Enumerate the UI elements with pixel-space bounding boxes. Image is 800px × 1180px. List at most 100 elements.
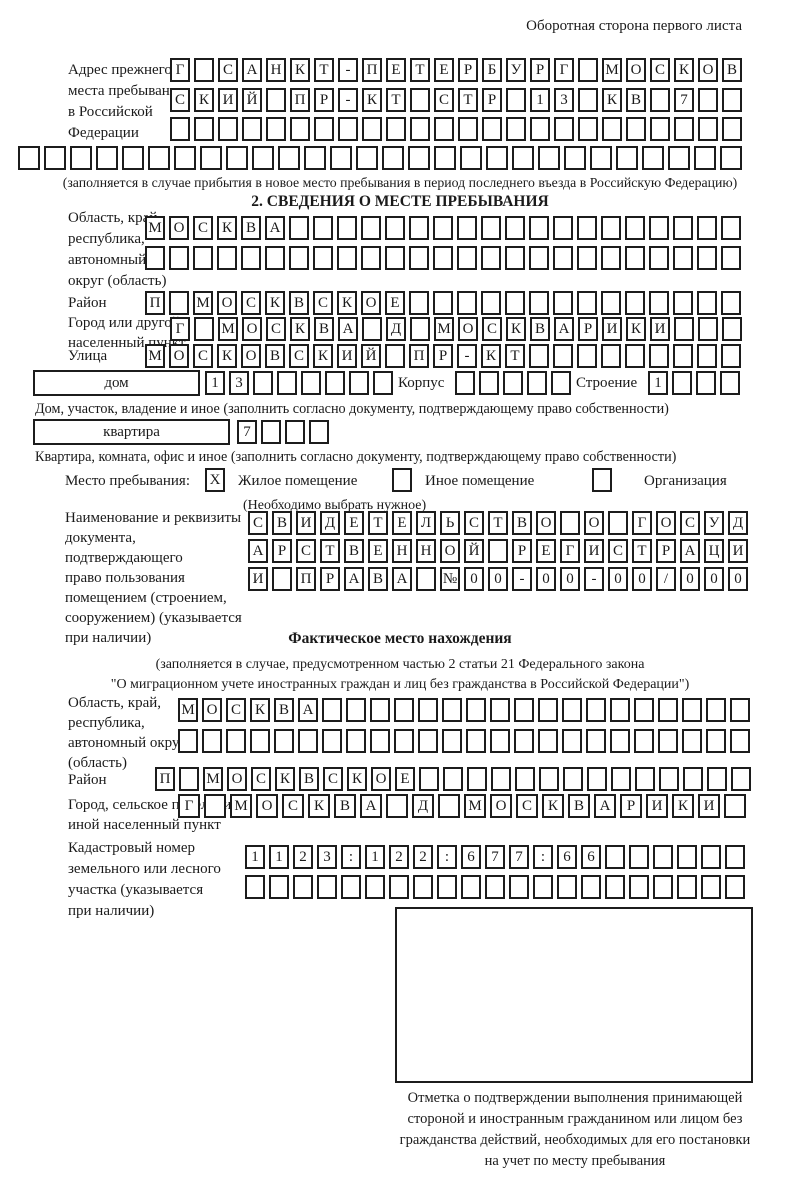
char-cell[interactable] xyxy=(505,291,525,315)
char-cell[interactable]: О xyxy=(490,794,512,818)
char-cell[interactable]: К xyxy=(362,88,382,112)
char-cell[interactable] xyxy=(277,371,297,395)
char-cell[interactable] xyxy=(672,371,692,395)
char-cell[interactable] xyxy=(365,875,385,899)
char-cell[interactable] xyxy=(721,246,741,270)
char-cell[interactable]: В xyxy=(344,539,364,563)
char-cell[interactable]: К xyxy=(194,88,214,112)
char-cell[interactable] xyxy=(557,875,577,899)
char-cell[interactable] xyxy=(682,698,702,722)
char-cell[interactable] xyxy=(509,875,529,899)
char-cell[interactable] xyxy=(304,146,326,170)
char-cell[interactable] xyxy=(169,246,189,270)
char-cell[interactable] xyxy=(563,767,583,791)
char-cell[interactable]: К xyxy=(290,58,310,82)
char-cell[interactable] xyxy=(634,729,654,753)
char-cell[interactable] xyxy=(730,729,750,753)
char-cell[interactable] xyxy=(697,216,717,240)
char-cell[interactable] xyxy=(437,875,457,899)
char-cell[interactable] xyxy=(204,794,226,818)
char-cell[interactable] xyxy=(200,146,222,170)
char-cell[interactable] xyxy=(416,567,436,591)
char-cell[interactable]: М xyxy=(434,317,454,341)
char-cell[interactable] xyxy=(601,216,621,240)
char-cell[interactable] xyxy=(457,291,477,315)
char-cell[interactable]: Г xyxy=(170,58,190,82)
char-cell[interactable] xyxy=(289,216,309,240)
char-cell[interactable]: Р xyxy=(320,567,340,591)
char-cell[interactable]: Т xyxy=(314,58,334,82)
char-cell[interactable] xyxy=(564,146,586,170)
char-cell[interactable] xyxy=(514,729,534,753)
char-cell[interactable] xyxy=(674,117,694,141)
char-cell[interactable]: К xyxy=(481,344,501,368)
char-cell[interactable] xyxy=(731,767,751,791)
char-cell[interactable] xyxy=(698,117,718,141)
char-cell[interactable]: Й xyxy=(242,88,262,112)
char-cell[interactable]: С xyxy=(650,58,670,82)
char-cell[interactable]: М xyxy=(218,317,238,341)
char-cell[interactable] xyxy=(538,698,558,722)
stay-type-checkbox-organization[interactable] xyxy=(592,468,612,492)
char-cell[interactable] xyxy=(193,246,213,270)
char-cell[interactable] xyxy=(578,117,598,141)
char-cell[interactable] xyxy=(490,698,510,722)
stay-type-checkbox-other[interactable] xyxy=(392,468,412,492)
char-cell[interactable] xyxy=(503,371,523,395)
char-cell[interactable]: И xyxy=(296,511,316,535)
char-cell[interactable] xyxy=(505,246,525,270)
char-cell[interactable]: - xyxy=(338,88,358,112)
char-cell[interactable] xyxy=(668,146,690,170)
char-cell[interactable] xyxy=(529,344,549,368)
char-cell[interactable]: О xyxy=(698,58,718,82)
char-cell[interactable] xyxy=(226,729,246,753)
char-cell[interactable]: 3 xyxy=(317,845,337,869)
char-cell[interactable] xyxy=(706,729,726,753)
char-cell[interactable] xyxy=(169,291,189,315)
char-cell[interactable]: Т xyxy=(386,88,406,112)
char-cell[interactable] xyxy=(317,875,337,899)
char-cell[interactable] xyxy=(253,371,273,395)
char-cell[interactable] xyxy=(433,291,453,315)
char-cell[interactable] xyxy=(578,58,598,82)
char-cell[interactable] xyxy=(682,729,702,753)
char-cell[interactable] xyxy=(527,371,547,395)
char-cell[interactable]: 1 xyxy=(269,845,289,869)
char-cell[interactable] xyxy=(625,291,645,315)
char-cell[interactable]: Н xyxy=(266,58,286,82)
char-cell[interactable] xyxy=(18,146,40,170)
char-cell[interactable]: В xyxy=(512,511,532,535)
char-cell[interactable] xyxy=(529,216,549,240)
char-cell[interactable] xyxy=(309,420,329,444)
char-cell[interactable] xyxy=(481,291,501,315)
char-cell[interactable]: М xyxy=(464,794,486,818)
char-cell[interactable] xyxy=(697,291,717,315)
char-cell[interactable]: - xyxy=(584,567,604,591)
char-cell[interactable]: К xyxy=(602,88,622,112)
char-cell[interactable] xyxy=(370,729,390,753)
char-cell[interactable]: Е xyxy=(344,511,364,535)
char-cell[interactable] xyxy=(562,729,582,753)
char-cell[interactable]: М xyxy=(145,344,165,368)
char-cell[interactable] xyxy=(605,875,625,899)
char-cell[interactable] xyxy=(457,246,477,270)
char-cell[interactable]: П xyxy=(155,767,175,791)
char-cell[interactable] xyxy=(466,698,486,722)
char-cell[interactable]: О xyxy=(169,216,189,240)
char-cell[interactable] xyxy=(533,875,553,899)
char-cell[interactable] xyxy=(386,794,408,818)
char-cell[interactable] xyxy=(409,291,429,315)
char-cell[interactable] xyxy=(730,698,750,722)
char-cell[interactable]: 7 xyxy=(237,420,257,444)
char-cell[interactable] xyxy=(587,767,607,791)
char-cell[interactable] xyxy=(278,146,300,170)
char-cell[interactable] xyxy=(560,511,580,535)
char-cell[interactable] xyxy=(434,117,454,141)
char-cell[interactable]: - xyxy=(338,58,358,82)
char-cell[interactable]: А xyxy=(360,794,382,818)
char-cell[interactable] xyxy=(577,291,597,315)
char-cell[interactable] xyxy=(725,875,745,899)
char-cell[interactable] xyxy=(577,344,597,368)
char-cell[interactable]: О xyxy=(242,317,262,341)
char-cell[interactable] xyxy=(491,767,511,791)
